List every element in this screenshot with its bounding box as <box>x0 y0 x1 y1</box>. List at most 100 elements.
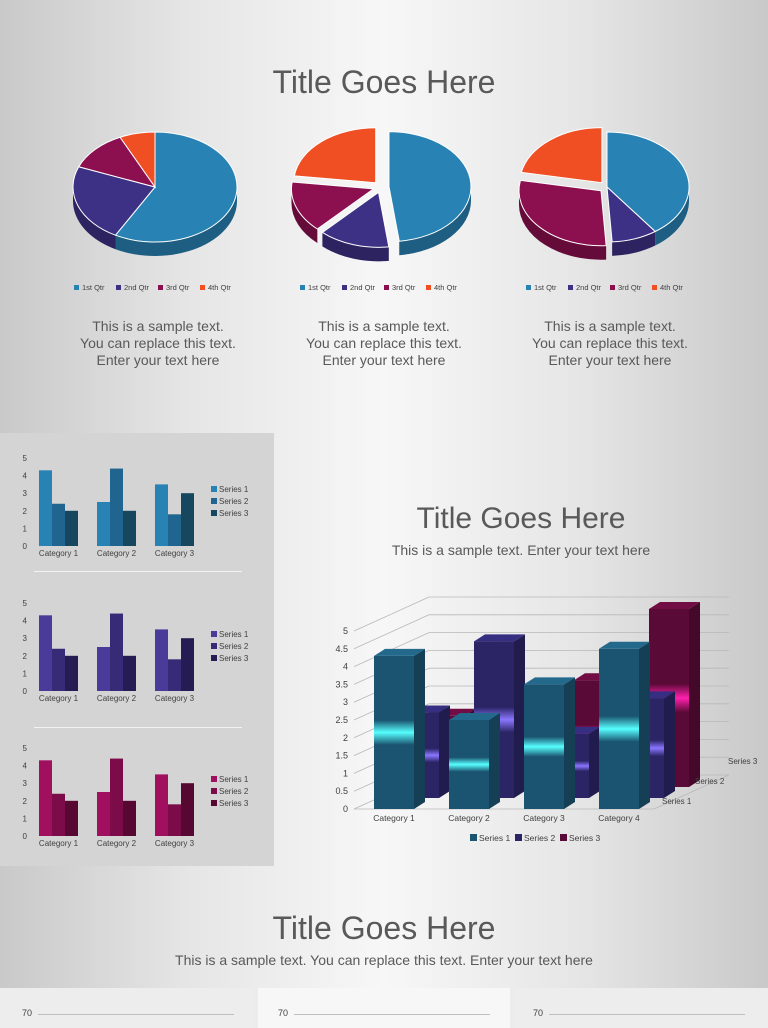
caption-2: This is a sample text. You can replace t… <box>274 318 494 369</box>
legend-label: 3rd Qtr <box>392 283 416 292</box>
pie-slice-side <box>73 187 116 250</box>
legend-swatch <box>342 285 347 290</box>
legend-swatch <box>116 285 121 290</box>
bar-side <box>639 641 650 809</box>
legend-swatch <box>610 285 615 290</box>
bar-top <box>449 713 500 720</box>
legend-label: Series 3 <box>219 509 249 518</box>
caption-2-line-2: You can replace this text. <box>306 335 462 351</box>
legend-label: Series 1 <box>219 485 249 494</box>
y-tick-label: 3 <box>343 697 348 707</box>
category-label: Category 2 <box>97 549 137 558</box>
section2-title: Title Goes Here <box>416 502 626 535</box>
series-axis-label: Series 2 <box>695 777 725 786</box>
category-label: Category 3 <box>155 549 195 558</box>
bar-side <box>564 677 575 809</box>
bottom-chart-card-3 <box>514 988 768 1028</box>
y-tick-label: 2 <box>23 507 28 516</box>
legend-swatch <box>211 655 217 661</box>
pie-slice <box>520 127 603 184</box>
y-tick-label: 2.5 <box>335 715 348 725</box>
pie-slice <box>606 131 690 233</box>
y-tick-label: 3 <box>23 779 28 788</box>
pie-slice-side <box>399 186 471 256</box>
legend-swatch <box>426 285 431 290</box>
bar <box>155 774 168 836</box>
legend-swatch <box>211 776 217 782</box>
bar-side <box>489 713 500 809</box>
bar <box>39 615 52 691</box>
category-label: Category 3 <box>155 694 195 703</box>
legend-swatch <box>384 285 389 290</box>
bottom-chart-3-axis-label: 70 <box>533 1008 544 1018</box>
legend-label: Series 2 <box>219 497 249 506</box>
bar <box>599 648 639 809</box>
gridline-side <box>353 596 430 632</box>
legend-swatch <box>470 834 477 841</box>
category-label: Category 3 <box>155 839 195 848</box>
bar <box>97 792 110 836</box>
pie-slice <box>77 136 157 188</box>
small-bar-chart-2: 0 1 2 3 4 5 Category 1 Category 2 Category 3 Seri… <box>23 599 249 703</box>
bar <box>97 502 110 546</box>
bar <box>168 514 181 546</box>
y-tick-label: 5 <box>343 626 348 636</box>
y-tick-label: 0.5 <box>335 786 348 796</box>
legend-label: Series 3 <box>219 654 249 663</box>
y-tick-label: 5 <box>23 454 28 463</box>
y-tick-label: 5 <box>23 599 28 608</box>
section2-subtitle: This is a sample text. Enter your text h… <box>391 542 651 558</box>
y-tick-label: 0 <box>343 804 348 814</box>
legend-label: Series 3 <box>569 833 600 843</box>
legend-swatch <box>526 285 531 290</box>
y-tick-label: 2 <box>23 652 28 661</box>
bar <box>65 800 78 836</box>
bar-top <box>649 602 700 609</box>
bar-chart-3d: 0 0.5 1 1.5 2 2.5 3 3.5 4 4.5 5 Category 1 Category … <box>335 596 758 843</box>
bar <box>168 804 181 836</box>
legend-label: Series 2 <box>524 833 555 843</box>
bottom-chart-1-gridline <box>38 1014 234 1015</box>
y-tick-label: 0 <box>23 687 28 696</box>
y-tick-label: 1.5 <box>335 751 348 761</box>
pie-slice <box>293 127 377 184</box>
bar <box>123 655 136 691</box>
caption-3-line-1: This is a sample text. <box>544 318 676 334</box>
bar-side <box>514 634 525 798</box>
bar <box>123 510 136 546</box>
bar-side <box>414 648 425 809</box>
bar <box>524 684 564 809</box>
bar <box>52 503 65 546</box>
bar-top <box>474 634 525 642</box>
bar <box>155 629 168 691</box>
y-tick-label: 2 <box>23 797 28 806</box>
section3-subtitle: This is a sample text. You can replace t… <box>175 952 593 968</box>
caption-3-line-3: Enter your text here <box>548 352 672 368</box>
pie-chart-3: 1st Qtr 2nd Qtr 3rd Qtr 4th Qtr <box>518 127 690 292</box>
legend-swatch <box>211 643 217 649</box>
pie-slice <box>119 131 156 189</box>
category-label: Category 1 <box>39 694 79 703</box>
category-label: Category 1 <box>39 839 79 848</box>
pie-chart-2: 1st Qtr 2nd Qtr 3rd Qtr 4th Qtr <box>291 127 472 292</box>
bar-top <box>599 641 650 649</box>
legend-label: 4th Qtr <box>208 283 231 292</box>
bar-top <box>374 648 425 656</box>
y-tick-label: 4.5 <box>335 644 348 654</box>
caption-3: This is a sample text. You can replace t… <box>500 318 720 369</box>
category-label: Category 3 <box>523 813 565 823</box>
floor-line <box>653 774 730 810</box>
bar <box>52 793 65 836</box>
bar <box>97 647 110 691</box>
legend-label: Series 2 <box>219 787 249 796</box>
bar <box>181 493 194 546</box>
category-label: Category 2 <box>448 813 490 823</box>
divider-2 <box>34 727 242 728</box>
bar <box>168 659 181 691</box>
series-axis-label: Series 1 <box>662 797 692 806</box>
category-label: Category 2 <box>97 694 137 703</box>
bar <box>110 468 123 546</box>
pie-slice-side <box>612 231 656 256</box>
bar <box>155 484 168 546</box>
pie-slice <box>321 191 390 248</box>
